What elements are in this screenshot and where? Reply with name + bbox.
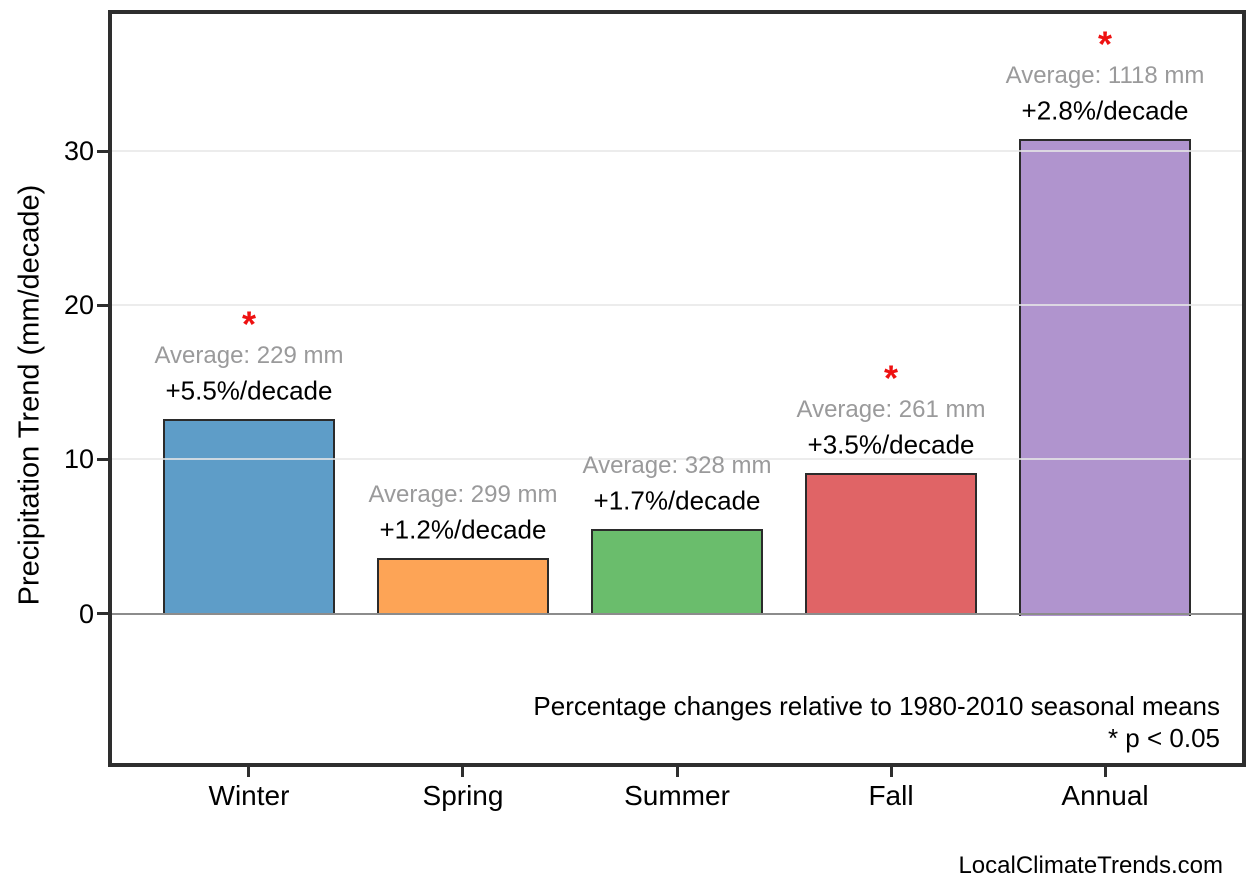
footnote-line-1: Percentage changes relative to 1980-2010…: [533, 691, 1220, 721]
bar-summer: [591, 528, 763, 616]
bar-percent-label: +5.5%/decade: [165, 375, 333, 406]
footnote: Percentage changes relative to 1980-2010…: [533, 690, 1220, 754]
bar-winter: [163, 419, 335, 616]
bar-percent-label: +1.7%/decade: [593, 485, 761, 516]
significance-star: *: [241, 303, 256, 345]
y-tick-mark: [97, 457, 108, 461]
y-tick-label: 0: [78, 598, 94, 629]
y-tick-label: 20: [63, 290, 94, 321]
y-axis-title: Precipitation Trend (mm/decade): [13, 184, 46, 606]
bar-fall: [805, 473, 977, 616]
y-tick-mark: [97, 149, 108, 153]
y-tick-label: 30: [63, 136, 94, 167]
x-tick-label-annual: Annual: [1061, 780, 1149, 811]
bar-annual: [1019, 138, 1191, 616]
x-tick-mark: [1103, 767, 1107, 777]
x-tick-label-summer: Summer: [624, 780, 730, 811]
gridline-y20: [112, 304, 1242, 307]
bar-spring: [377, 558, 549, 616]
footnote-line-2: * p < 0.05: [1107, 723, 1220, 753]
bar-average-label: Average: 261 mm: [796, 396, 986, 424]
y-tick-label: 10: [63, 444, 94, 475]
x-tick-mark: [675, 767, 679, 777]
y-tick-mark: [97, 612, 108, 615]
bar-average-label: Average: 328 mm: [582, 451, 772, 479]
x-tick-label-fall: Fall: [868, 780, 914, 811]
gridline-y30: [112, 150, 1242, 153]
significance-star: *: [1098, 23, 1113, 65]
x-tick-label-winter: Winter: [208, 780, 290, 811]
bar-average-label: Average: 229 mm: [154, 342, 344, 370]
bar-average-label: Average: 1118 mm: [1005, 61, 1205, 89]
bar-average-label: Average: 299 mm: [368, 481, 558, 509]
zero-baseline: [112, 612, 1242, 615]
y-tick-mark: [97, 303, 108, 307]
x-tick-label-spring: Spring: [422, 780, 504, 811]
x-tick-mark: [247, 767, 251, 777]
significance-star: *: [883, 357, 899, 399]
gridline-y10: [112, 458, 1242, 461]
bar-percent-label: +1.2%/decade: [379, 514, 547, 545]
bar-percent-label: +3.5%/decade: [807, 429, 975, 460]
x-tick-mark: [461, 767, 465, 777]
bar-percent-label: +2.8%/decade: [1021, 95, 1189, 126]
x-tick-mark: [889, 767, 893, 777]
watermark: LocalClimateTrends.com: [958, 852, 1223, 879]
